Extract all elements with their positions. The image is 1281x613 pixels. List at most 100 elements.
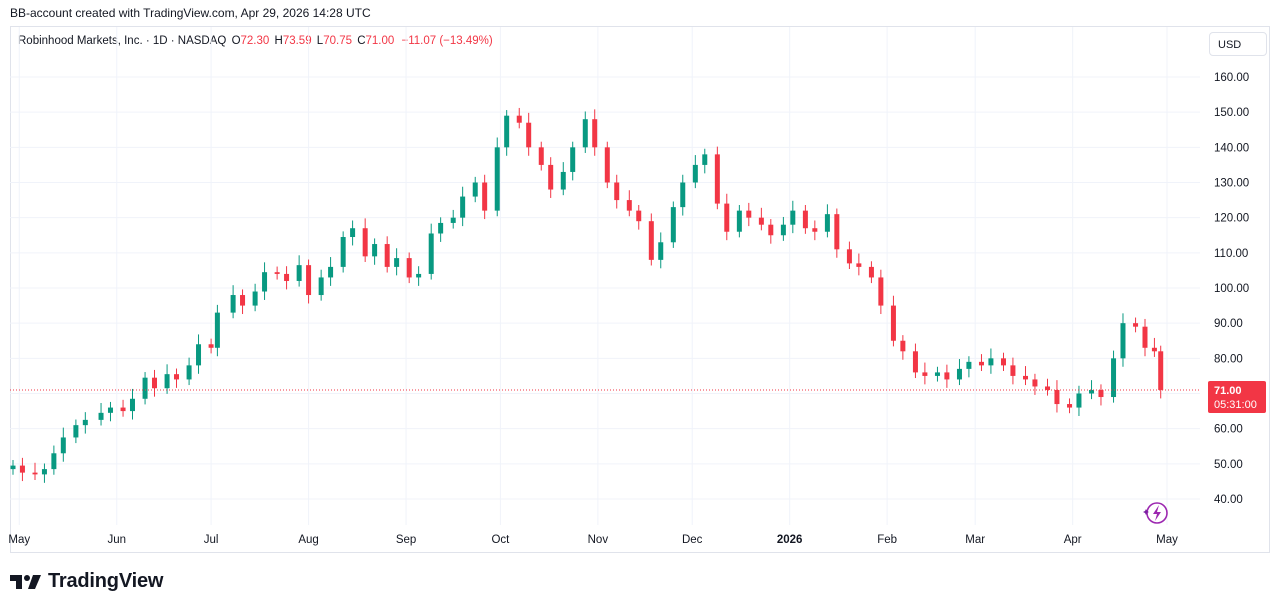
candle (1142, 318, 1148, 357)
candle (10, 459, 16, 475)
candle (582, 111, 588, 153)
candle (174, 368, 180, 388)
candle-body (1151, 347, 1157, 352)
candle-body (834, 214, 840, 250)
candle-body (1054, 389, 1060, 405)
y-tick-label: 60.00 (1214, 424, 1243, 436)
candle-body (1120, 323, 1126, 359)
candle (107, 401, 113, 422)
candle (1054, 380, 1060, 413)
x-tick-label: Sep (396, 534, 416, 546)
candle-body (670, 207, 676, 243)
currency-button[interactable]: USD (1209, 32, 1267, 56)
candle (812, 220, 818, 241)
candle (648, 213, 654, 266)
candle (878, 269, 884, 315)
candle (164, 364, 170, 394)
candle-body (362, 228, 368, 257)
candle-body (714, 154, 720, 204)
candle (51, 445, 57, 475)
candle-body (978, 361, 984, 366)
candle (900, 335, 906, 360)
candle-body (208, 344, 214, 348)
x-tick-label: Jun (107, 534, 126, 546)
candle (1000, 352, 1006, 371)
candle (1151, 337, 1157, 357)
candle (746, 202, 752, 227)
y-tick-label: 150.00 (1214, 107, 1249, 119)
candle-body (636, 210, 642, 222)
chart-credit: BB-account created with TradingView.com,… (10, 6, 371, 20)
candle (1158, 345, 1164, 399)
y-tick-label: 40.00 (1214, 494, 1243, 506)
close-label: C (357, 35, 366, 47)
candle-body (504, 115, 510, 148)
candle (1120, 313, 1126, 367)
candle-body (1010, 365, 1016, 376)
candle-body (306, 265, 312, 296)
candle (151, 369, 157, 397)
candle-body (340, 237, 346, 267)
high-value: 73.59 (282, 35, 312, 47)
candle-body (680, 182, 686, 208)
candle (450, 209, 456, 229)
candle (41, 463, 47, 483)
candle (604, 141, 610, 189)
candle-body (240, 295, 246, 306)
candle (1045, 378, 1051, 396)
candle-body (32, 472, 38, 475)
candle-body (702, 154, 708, 165)
y-tick-label: 110.00 (1214, 248, 1248, 260)
candle (790, 200, 796, 234)
candle-body (60, 437, 66, 454)
candle (934, 366, 940, 382)
last-price-box (1208, 380, 1266, 413)
candle-body (824, 214, 830, 232)
candle (19, 457, 25, 482)
candle (384, 236, 390, 273)
y-tick-label: 140.00 (1214, 142, 1249, 154)
candle-body (142, 377, 148, 399)
candle-body (1067, 404, 1073, 408)
candle-body (692, 164, 698, 183)
candle-body (526, 122, 532, 148)
candle (680, 174, 686, 216)
candle (714, 146, 720, 210)
candle (1076, 385, 1082, 417)
candle-body (802, 210, 808, 229)
candle (956, 359, 962, 386)
candle-body (384, 244, 390, 267)
candle-body (780, 224, 786, 236)
candle (252, 283, 258, 312)
candle (560, 162, 566, 196)
candle-body (73, 425, 79, 438)
candle-body (230, 295, 236, 313)
candle-body (1098, 389, 1104, 398)
x-tick-label: Aug (298, 534, 318, 546)
candle-body (890, 305, 896, 341)
x-tick-label: Nov (588, 534, 609, 546)
candle-body (768, 224, 774, 236)
candle (824, 204, 830, 238)
candle-body (274, 272, 280, 274)
candle-body (868, 266, 874, 278)
candle-body (482, 182, 488, 211)
candle-body (284, 273, 290, 281)
candle-body (416, 273, 422, 278)
candle (526, 112, 532, 156)
candle (296, 255, 302, 287)
candle-body (262, 272, 268, 292)
candle (460, 186, 466, 227)
candle (186, 357, 192, 386)
candle-body (252, 291, 258, 306)
candle (262, 262, 268, 300)
candle-body (164, 374, 170, 389)
candle-body (19, 465, 25, 473)
candle-body (460, 196, 466, 218)
candle-body (1142, 326, 1148, 348)
candle-body (626, 200, 632, 211)
candle-body (988, 358, 994, 366)
high-label: H (274, 35, 283, 47)
candle (274, 266, 280, 280)
lightning-icon[interactable] (1143, 502, 1168, 524)
